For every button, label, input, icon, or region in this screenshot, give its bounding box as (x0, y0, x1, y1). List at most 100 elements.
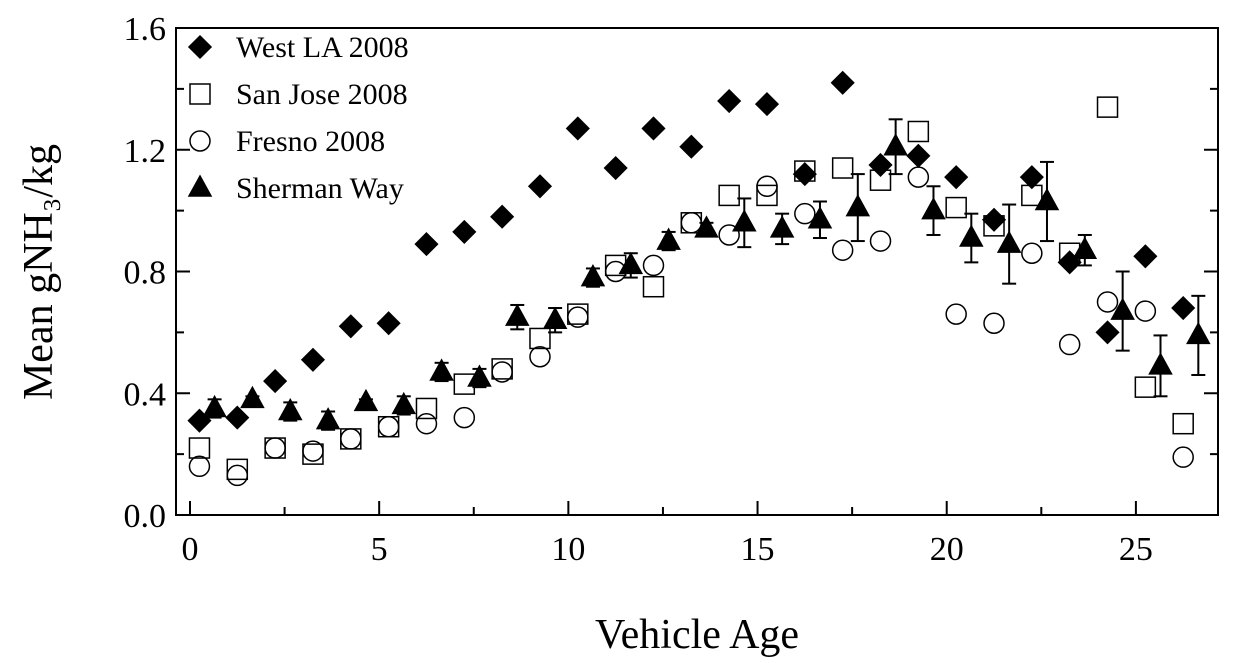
x-tick-label: 0 (181, 531, 198, 568)
diamond-marker (1019, 165, 1044, 190)
diamond-marker (944, 165, 969, 190)
diamond-marker (263, 369, 288, 394)
circle-marker (302, 440, 324, 462)
circle-marker (983, 312, 1005, 334)
x-tick-label: 25 (1119, 531, 1153, 568)
diamond-marker (679, 134, 704, 159)
square-marker (945, 196, 967, 219)
circle-marker (189, 130, 211, 152)
square-marker (1172, 412, 1194, 435)
circle-marker (453, 406, 476, 429)
triangle-marker (845, 194, 871, 217)
diamond-marker (414, 232, 439, 257)
square-marker (756, 184, 778, 207)
triangle-marker (996, 230, 1022, 253)
circle-marker (1096, 291, 1119, 313)
diamond-marker (300, 347, 326, 372)
diamond-marker (641, 116, 666, 141)
circle-marker (756, 175, 778, 198)
triangle-marker (769, 215, 795, 238)
square-marker (189, 83, 211, 105)
circle-marker (377, 415, 400, 438)
triangle-marker (187, 174, 213, 197)
circle-marker (1134, 300, 1157, 322)
circle-marker (567, 306, 589, 328)
diamond-marker (1171, 295, 1196, 321)
triangle-marker (542, 306, 568, 329)
circle-marker (264, 437, 286, 459)
square-marker (718, 184, 740, 207)
square-marker (1021, 184, 1043, 207)
square-marker (907, 120, 930, 143)
triangle-marker (921, 197, 946, 220)
triangle-marker (240, 385, 265, 409)
circle-marker (642, 254, 665, 277)
square-marker (415, 397, 438, 420)
diamond-marker (830, 70, 855, 95)
y-tick-label: 1.2 (124, 133, 167, 170)
triangle-marker (353, 388, 379, 412)
triangle-marker (1110, 297, 1135, 320)
diamond-marker (225, 405, 250, 430)
triangle-marker (732, 209, 757, 232)
square-marker (226, 458, 249, 481)
y-tick-label: 0.0 (124, 498, 167, 535)
circle-marker (794, 202, 816, 225)
diamond-marker (717, 88, 742, 114)
triangle-marker (694, 215, 719, 238)
circle-marker (1172, 446, 1194, 468)
y-axis-title: Mean gNH₃/kg (16, 144, 62, 400)
circle-marker (680, 212, 703, 234)
diamond-marker (187, 34, 213, 60)
triangle-marker (580, 264, 606, 287)
square-marker (1134, 376, 1157, 398)
triangle-marker (1148, 352, 1173, 375)
diamond-marker (868, 152, 893, 178)
circle-marker (831, 239, 854, 261)
square-marker (188, 437, 211, 459)
circle-marker (945, 303, 967, 325)
square-marker (642, 275, 665, 298)
circle-marker (415, 412, 438, 435)
triangle-marker (315, 407, 341, 430)
square-marker (1096, 96, 1119, 118)
triangle-marker (467, 364, 492, 387)
circle-marker (869, 230, 892, 252)
triangle-marker (429, 358, 454, 381)
diamond-marker (1133, 244, 1158, 269)
diamond-marker (603, 155, 628, 181)
triangle-marker (618, 251, 644, 275)
x-tick-label: 10 (551, 531, 585, 568)
diamond-marker (565, 116, 590, 141)
triangle-marker (391, 391, 417, 415)
diamond-marker (906, 143, 931, 168)
legend-text: San Jose 2008 (236, 78, 408, 111)
x-tick-label: 20 (930, 531, 964, 568)
circle-marker (491, 361, 513, 383)
diamond-marker (981, 207, 1007, 232)
diamond-marker (1095, 320, 1120, 345)
square-marker (869, 169, 892, 191)
x-tick-label: 5 (371, 531, 388, 568)
triangle-marker (1072, 236, 1098, 259)
triangle-marker (505, 303, 530, 326)
diamond-marker (754, 92, 780, 117)
circle-marker (1058, 333, 1081, 356)
x-tick-label: 15 (741, 531, 775, 568)
triangle-marker (883, 133, 908, 156)
triangle-marker (1034, 187, 1060, 211)
legend-text: Sherman Way (236, 172, 404, 205)
circle-marker (1021, 242, 1043, 264)
legend-text: Fresno 2008 (236, 125, 385, 158)
circle-marker (529, 345, 551, 368)
triangle-marker (656, 227, 681, 250)
triangle-marker (807, 206, 833, 229)
y-tick-label: 0.4 (124, 376, 167, 413)
square-marker (794, 160, 816, 182)
diamond-marker (792, 162, 817, 187)
y-tick-label: 0.8 (124, 255, 167, 292)
circle-marker (718, 224, 740, 246)
legend-text: West LA 2008 (236, 31, 409, 64)
